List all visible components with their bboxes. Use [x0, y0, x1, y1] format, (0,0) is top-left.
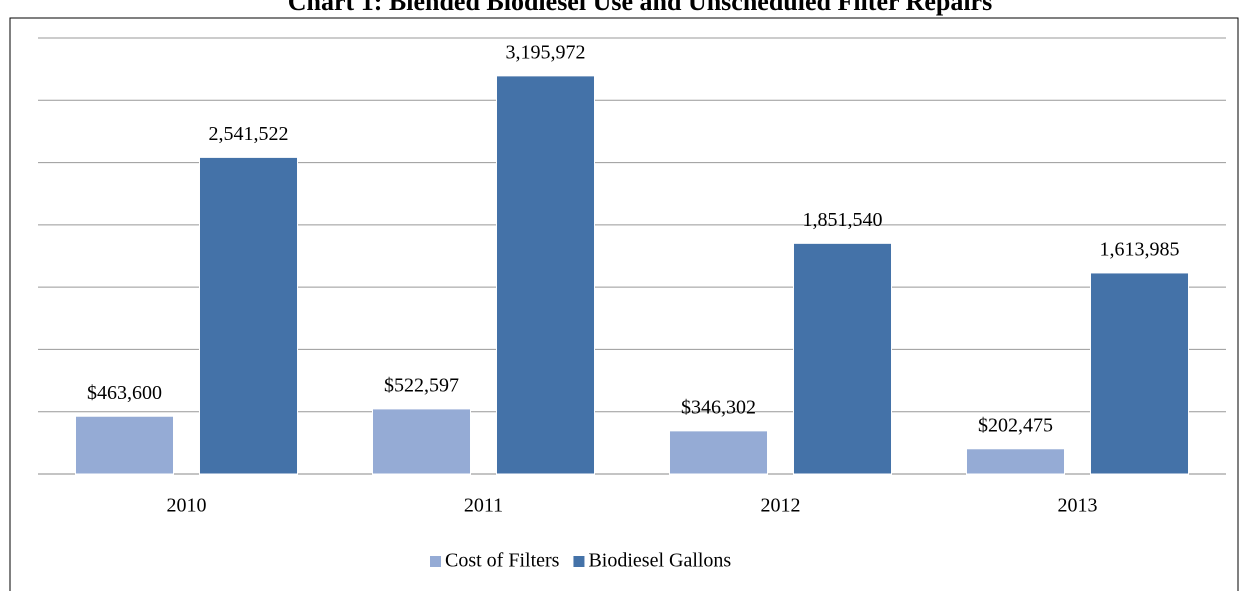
- legend-label: Cost of Filters: [445, 550, 560, 572]
- value-label: 2,541,522: [209, 123, 289, 145]
- value-label: $202,475: [978, 414, 1053, 436]
- value-label: 3,195,972: [506, 41, 586, 63]
- chart-title: Chart 1: Blended Biodiesel Use and Unsch…: [288, 0, 992, 16]
- legend-swatch: [430, 556, 441, 567]
- x-tick-label: 2011: [464, 495, 503, 517]
- legend-label: Biodiesel Gallons: [588, 550, 731, 572]
- value-label: 1,613,985: [1100, 239, 1180, 261]
- value-label: $463,600: [87, 382, 162, 404]
- bar: [371, 408, 472, 475]
- legend-swatch: [573, 556, 585, 567]
- bar: [792, 242, 893, 475]
- value-label: $346,302: [681, 396, 756, 418]
- bar: [495, 75, 596, 475]
- bar: [668, 430, 769, 475]
- x-tick-label: 2013: [1058, 495, 1098, 517]
- bar: [1089, 272, 1190, 475]
- x-tick-label: 2010: [167, 495, 207, 517]
- bar: [965, 448, 1066, 475]
- value-label: $522,597: [384, 374, 459, 396]
- bar: [74, 415, 175, 475]
- bar: [198, 156, 299, 475]
- value-label: 1,851,540: [803, 209, 883, 231]
- chart-border: [9, 17, 1239, 596]
- x-tick-label: 2012: [761, 495, 801, 517]
